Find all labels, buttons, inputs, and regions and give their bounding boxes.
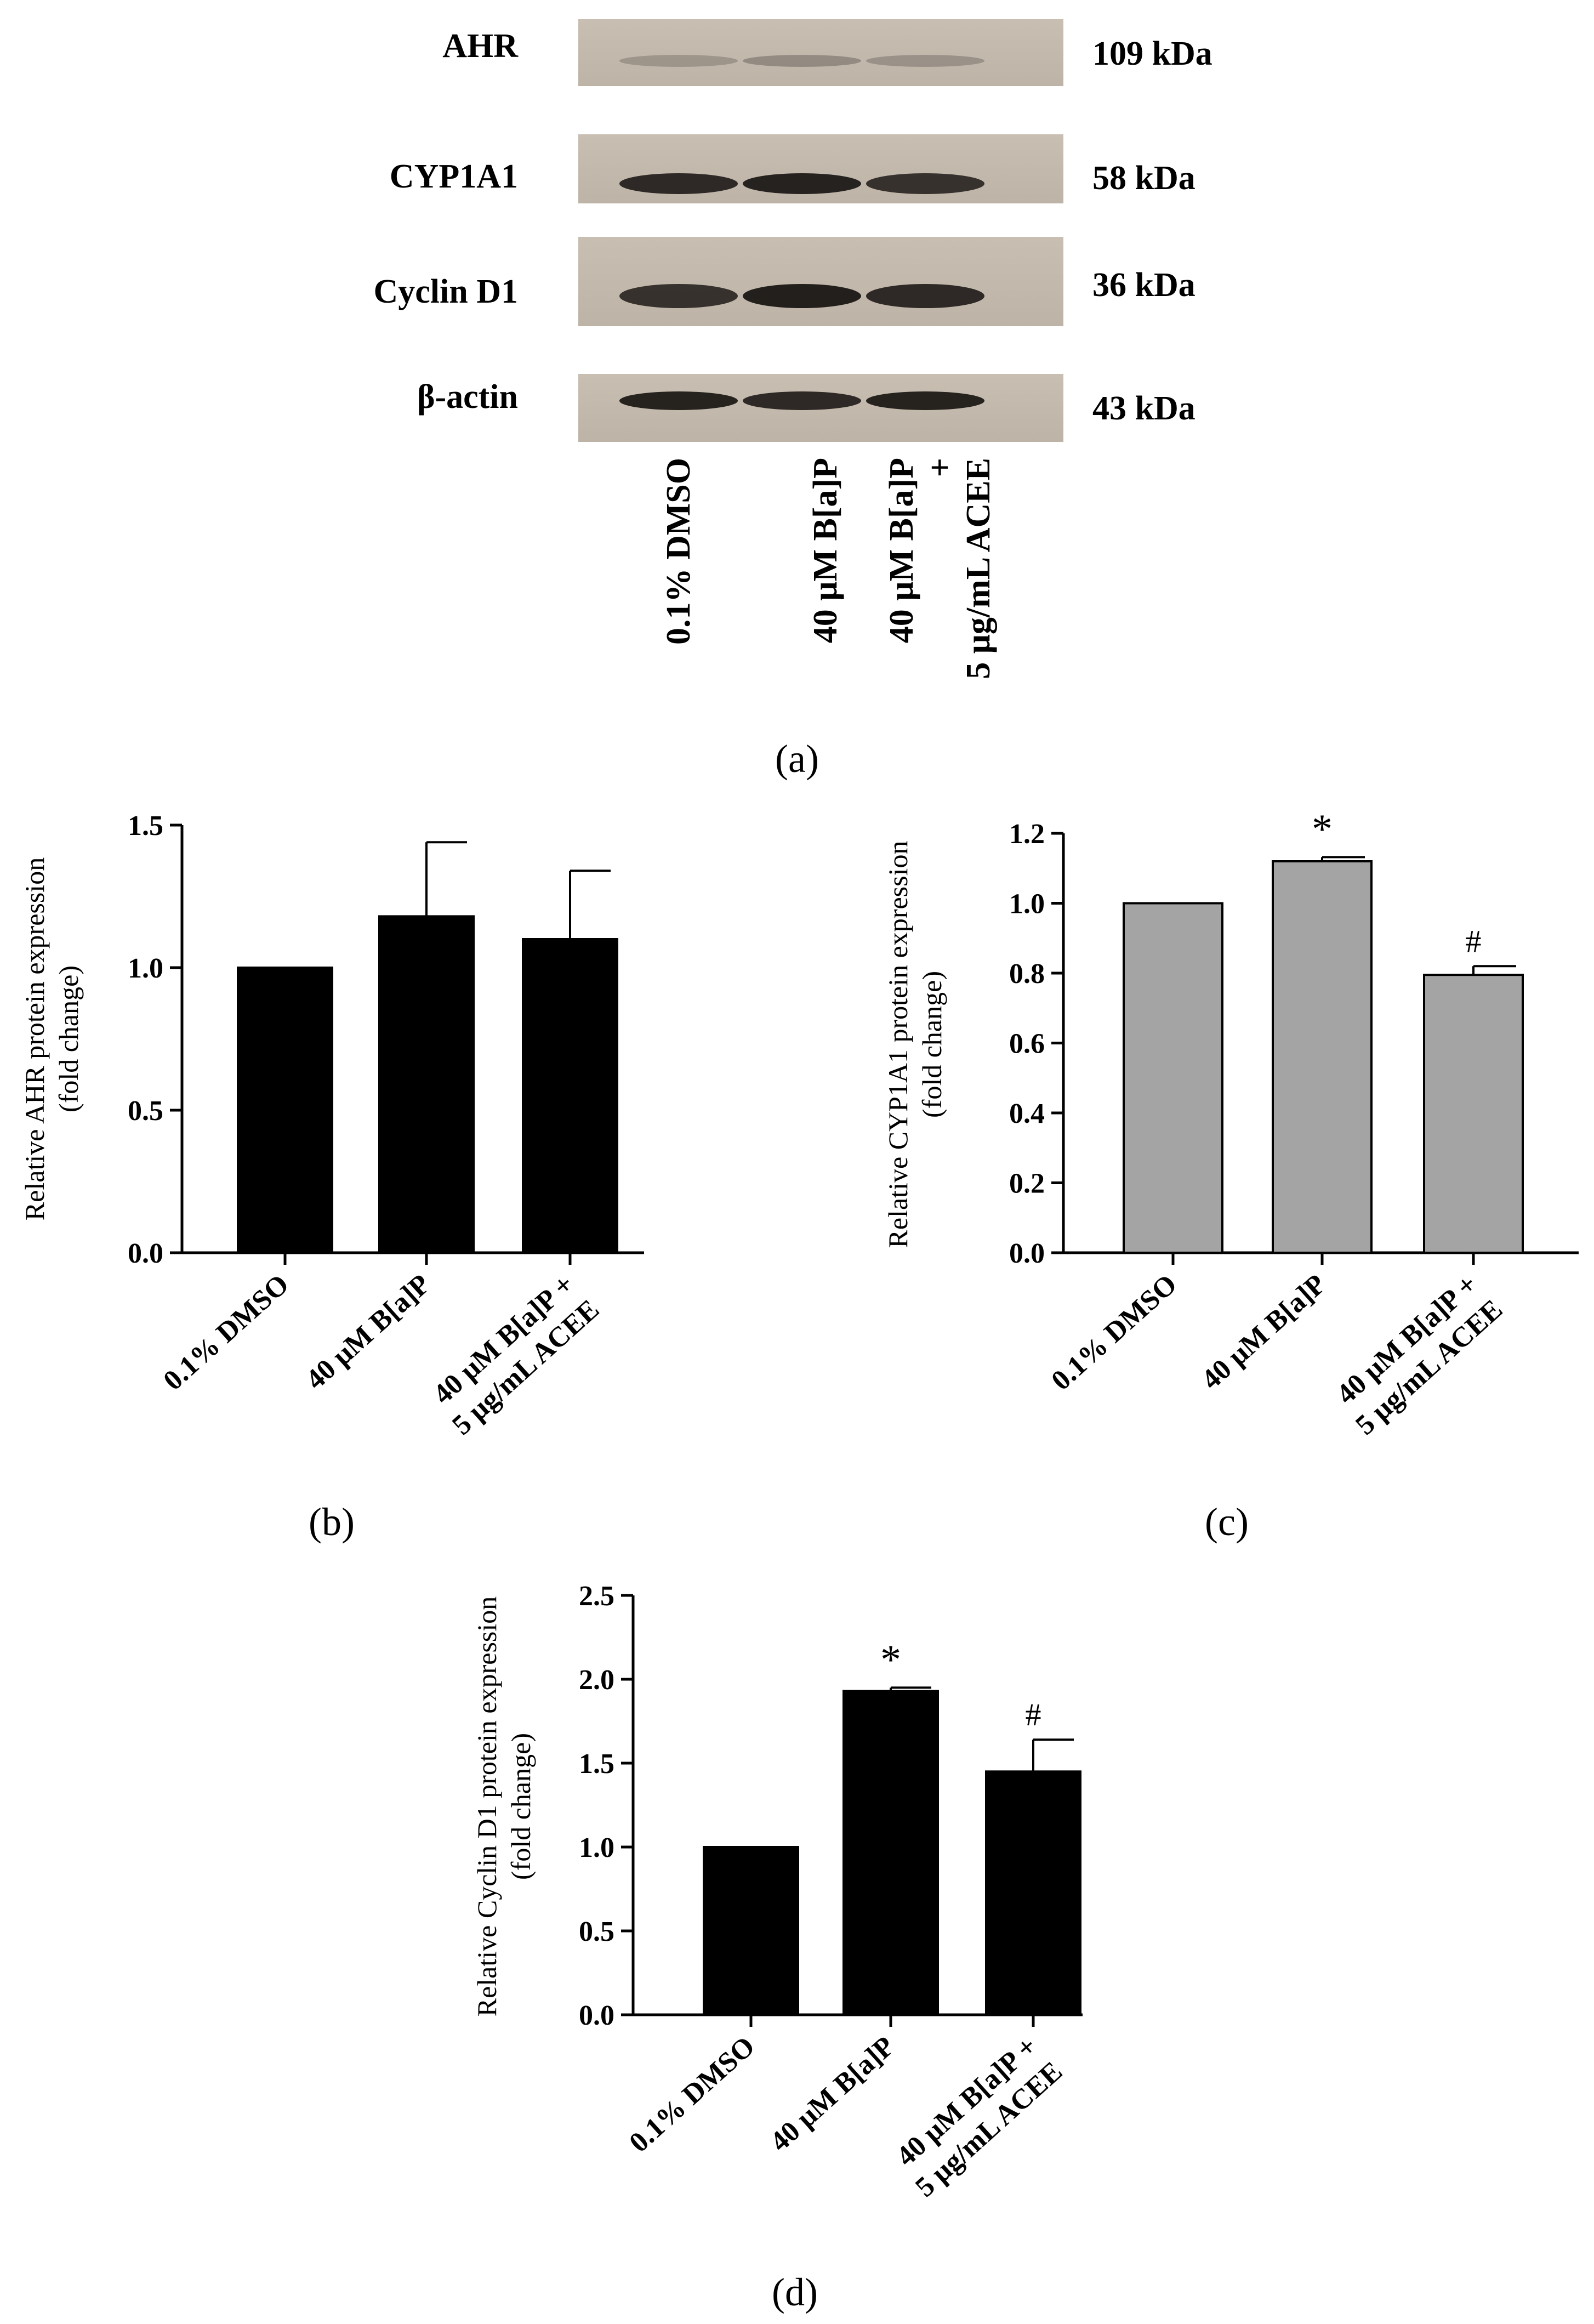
y-axis-label: (fold change) xyxy=(53,965,84,1112)
blot-strip xyxy=(578,237,1063,326)
blot-row-label: β-actin xyxy=(417,378,518,416)
bar xyxy=(378,915,475,1254)
blot-row-label: Cyclin D1 xyxy=(374,273,519,310)
blot-row-label: AHR xyxy=(442,27,519,65)
blot-band xyxy=(743,391,861,410)
y-tick-label: 0.0 xyxy=(579,2000,614,2031)
y-tick-label: 1.0 xyxy=(128,953,163,984)
y-axis-label: Relative AHR protein expression xyxy=(19,857,50,1220)
panel-caption-b: (b) xyxy=(309,1500,355,1544)
bar xyxy=(842,1690,939,2016)
blot-strip xyxy=(578,19,1063,86)
y-tick-label: 0.6 xyxy=(1009,1029,1045,1060)
blot-lane-label: + xyxy=(921,458,959,477)
blot-row-size: 109 kDa xyxy=(1092,35,1212,72)
blot-row-size: 43 kDa xyxy=(1092,390,1196,427)
significance-marker: * xyxy=(1312,806,1333,852)
y-axis-label: (fold change) xyxy=(916,971,947,1118)
blot-band xyxy=(619,173,738,194)
blot-lane-label: 40 μM B[a]P xyxy=(883,458,920,643)
blot-band xyxy=(619,284,738,308)
y-tick-label: 1.5 xyxy=(579,1748,614,1780)
significance-marker: # xyxy=(1466,923,1482,959)
blot-row-label: CYP1A1 xyxy=(390,158,518,195)
significance-marker: * xyxy=(880,1637,901,1683)
panel-caption-d: (d) xyxy=(772,2270,818,2314)
bar xyxy=(1423,974,1524,1254)
y-tick-label: 2.0 xyxy=(579,1664,614,1696)
chart-cyclin-d1-expression: 0.0 0.5 1.0 1.5 2.0 2.5 Relative Cyclin D1 pro… xyxy=(471,1581,1083,2314)
y-tick-label: 0.4 xyxy=(1009,1098,1045,1129)
x-tick-label: 40 μM B[a]P xyxy=(764,2031,901,2158)
blot-row-size: 36 kDa xyxy=(1092,266,1196,304)
y-axis-label: (fold change) xyxy=(505,1733,536,1880)
blot-band xyxy=(619,391,738,410)
blot-lane-label: 0.1% DMSO xyxy=(660,458,697,645)
x-tick-label: 0.1% DMSO xyxy=(157,1269,295,1397)
y-tick-label: 0.5 xyxy=(579,1916,614,1947)
panel-caption-c: (c) xyxy=(1205,1500,1249,1544)
y-tick-label: 2.5 xyxy=(579,1581,614,1612)
chart-ahr-expression: 0.0 0.5 1.0 1.5 Relative AHR protein express… xyxy=(19,810,644,1544)
blot-lane-label: 5 μg/mL ACEE xyxy=(960,458,997,679)
blot-band xyxy=(743,173,861,194)
significance-marker: # xyxy=(1026,1697,1041,1732)
blot-band xyxy=(866,55,984,67)
blot-lane-label: 40 μM B[a]P xyxy=(807,458,844,643)
x-tick-label: 0.1% DMSO xyxy=(1045,1269,1183,1397)
y-tick-label: 1.0 xyxy=(1009,889,1045,920)
bar xyxy=(522,938,618,1254)
y-tick-label: 1.2 xyxy=(1009,819,1045,850)
western-blot-panel: AHR 109 kDa CYP1A1 58 kDa Cyclin D1 36 kDa β-a… xyxy=(374,19,1212,781)
y-tick-label: 1.0 xyxy=(579,1832,614,1863)
y-tick-label: 0.2 xyxy=(1009,1168,1045,1200)
x-tick-label: 40 μM B[a]P xyxy=(300,1269,436,1396)
blot-band xyxy=(866,284,984,308)
blot-band xyxy=(866,173,984,194)
blot-band xyxy=(619,55,738,67)
bar xyxy=(1123,902,1223,1254)
y-tick-label: 0.5 xyxy=(128,1095,163,1127)
y-tick-label: 0.8 xyxy=(1009,958,1045,990)
y-axis-label: Relative Cyclin D1 protein expression xyxy=(471,1596,502,2017)
blot-row-size: 58 kDa xyxy=(1092,160,1196,197)
x-tick-label: 40 μM B[a]P xyxy=(1196,1269,1332,1396)
bar xyxy=(985,1770,1081,2016)
y-tick-label: 0.0 xyxy=(1009,1238,1045,1269)
y-axis-label: Relative CYP1A1 protein expression xyxy=(883,841,913,1248)
blot-band xyxy=(743,55,861,67)
chart-cyp1a1-expression: 0.0 0.2 0.4 0.6 0.8 1.0 1.2 Relative CYP1A1 pro… xyxy=(883,806,1579,1544)
bar xyxy=(1272,860,1373,1254)
panel-caption-a: (a) xyxy=(775,737,819,781)
x-tick-label: 0.1% DMSO xyxy=(623,2031,761,2159)
blot-band xyxy=(743,284,861,308)
y-tick-label: 1.5 xyxy=(128,810,163,842)
bar xyxy=(237,967,333,1254)
bar xyxy=(703,1846,799,2016)
y-tick-label: 0.0 xyxy=(128,1238,163,1269)
blot-band xyxy=(866,391,984,410)
